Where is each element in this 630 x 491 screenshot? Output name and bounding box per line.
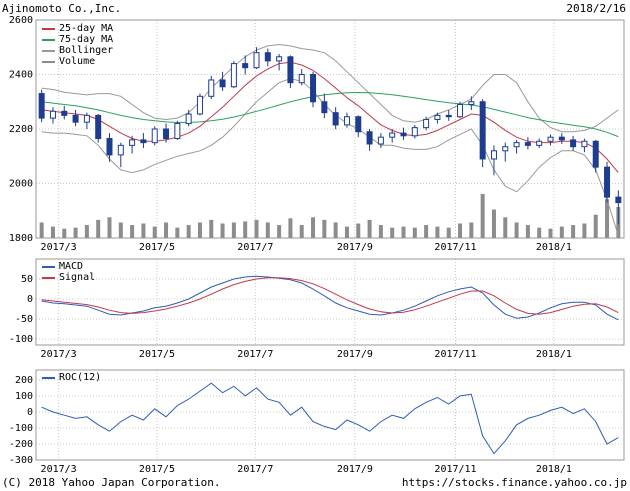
svg-text:-300: -300	[9, 455, 33, 466]
svg-text:2017/9: 2017/9	[337, 349, 373, 360]
svg-text:2018/1: 2018/1	[536, 349, 572, 360]
legend-item-macd: MACD	[42, 261, 95, 272]
legend-label-signal: Signal	[59, 272, 96, 283]
legend-label-ma75: 75-day MA	[59, 34, 114, 45]
roc-line-swatch	[42, 376, 55, 379]
legend-label-macd: MACD	[59, 261, 84, 272]
svg-text:2017/5: 2017/5	[139, 349, 175, 360]
bollinger-line-swatch	[42, 49, 55, 52]
svg-text:2017/3: 2017/3	[41, 242, 77, 253]
legend-item-ma75: 75-day MA	[42, 34, 113, 45]
chart-date: 2018/2/16	[566, 2, 626, 15]
svg-text:2000: 2000	[9, 179, 33, 190]
svg-text:2400: 2400	[9, 70, 33, 81]
svg-text:100: 100	[15, 391, 33, 402]
svg-text:2200: 2200	[9, 124, 33, 135]
legend-item-volume: Volume	[42, 56, 113, 67]
volume-bar-swatch	[42, 60, 55, 63]
svg-text:-100: -100	[9, 423, 33, 434]
svg-text:-50: -50	[15, 314, 33, 325]
svg-text:2017/5: 2017/5	[139, 242, 175, 253]
ma25-line-swatch	[42, 27, 55, 30]
svg-text:200: 200	[15, 375, 33, 386]
legend-item-signal: Signal	[42, 272, 95, 283]
svg-text:2017/3: 2017/3	[41, 349, 77, 360]
svg-text:0: 0	[27, 294, 33, 305]
copyright-text: (C) 2018 Yahoo Japan Corporation.	[2, 476, 221, 489]
svg-text:2017/5: 2017/5	[139, 464, 175, 475]
legend-item-roc: ROC(12)	[42, 372, 101, 383]
price-panel-legend: 25-day MA 75-day MA Bollinger Volume	[42, 23, 113, 67]
svg-text:0: 0	[27, 407, 33, 418]
svg-text:2017/9: 2017/9	[337, 242, 373, 253]
legend-item-bollinger: Bollinger	[42, 45, 113, 56]
legend-label-ma25: 25-day MA	[59, 23, 114, 34]
svg-text:1800: 1800	[9, 233, 33, 244]
signal-line-swatch	[42, 276, 55, 279]
svg-text:2017/11: 2017/11	[434, 349, 476, 360]
legend-label-bollinger: Bollinger	[59, 45, 114, 56]
legend-label-roc: ROC(12)	[59, 372, 102, 383]
legend-label-volume: Volume	[59, 56, 96, 67]
svg-text:2017/7: 2017/7	[237, 242, 273, 253]
svg-text:-200: -200	[9, 439, 33, 450]
macd-panel-legend: MACD Signal	[42, 261, 95, 283]
roc-panel-legend: ROC(12)	[42, 372, 101, 383]
svg-text:2017/9: 2017/9	[337, 464, 373, 475]
svg-text:2017/3: 2017/3	[41, 464, 77, 475]
svg-text:2600: 2600	[9, 15, 33, 26]
ma75-line-swatch	[42, 38, 55, 41]
legend-item-ma25: 25-day MA	[42, 23, 113, 34]
svg-text:2018/1: 2018/1	[536, 242, 572, 253]
source-url-text: https://stocks.finance.yahoo.co.jp	[401, 476, 627, 489]
stock-title: Ajinomoto Co.,Inc.	[2, 2, 122, 15]
svg-text:50: 50	[21, 274, 33, 285]
svg-text:2017/11: 2017/11	[434, 464, 476, 475]
svg-text:2018/1: 2018/1	[536, 464, 572, 475]
svg-text:2017/7: 2017/7	[237, 349, 273, 360]
macd-line-swatch	[42, 265, 55, 268]
svg-text:-100: -100	[9, 334, 33, 345]
svg-text:2017/11: 2017/11	[434, 242, 476, 253]
svg-text:2017/7: 2017/7	[237, 464, 273, 475]
